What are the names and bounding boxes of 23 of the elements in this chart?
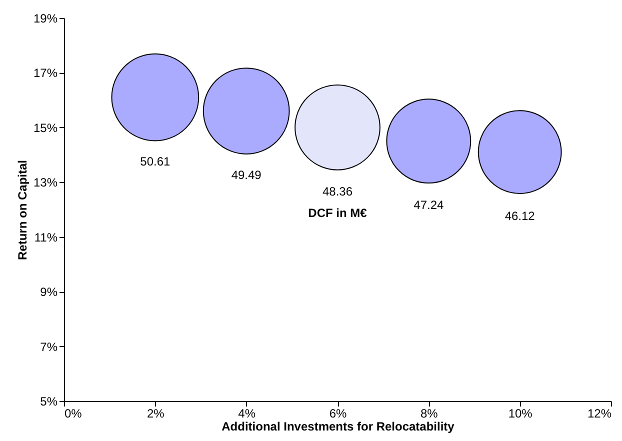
x-tick-label: 0% (64, 406, 82, 420)
data-label: 46.12 (504, 209, 536, 224)
x-axis-title: Additional Investments for Relocatability (222, 420, 455, 434)
y-tick-label: 17% (33, 66, 58, 80)
y-tick-label: 5% (40, 394, 58, 408)
y-tick-label: 11% (34, 230, 58, 244)
y-axis-title: Return on Capital (15, 160, 30, 260)
y-tick-label: 9% (40, 285, 58, 300)
data-label: 50.61 (140, 154, 171, 168)
data-label: 47.24 (414, 198, 444, 212)
y-tick-label: 13% (33, 176, 58, 190)
x-tick-label: 4% (238, 406, 256, 420)
x-tick-label: 10% (508, 406, 533, 420)
x-tick-label: 2% (146, 406, 165, 420)
y-tick-label: 7% (40, 340, 58, 354)
x-tick-label: 12% (587, 406, 612, 420)
data-label: 48.36 (322, 184, 353, 198)
annotation: DCF in M€ (308, 206, 368, 220)
data-label: 49.49 (231, 168, 262, 182)
x-tick-label: 8% (420, 406, 438, 420)
y-tick-label: 19% (33, 12, 58, 26)
x-tick-label: 6% (329, 406, 347, 420)
y-tick-label: 15% (33, 120, 58, 135)
